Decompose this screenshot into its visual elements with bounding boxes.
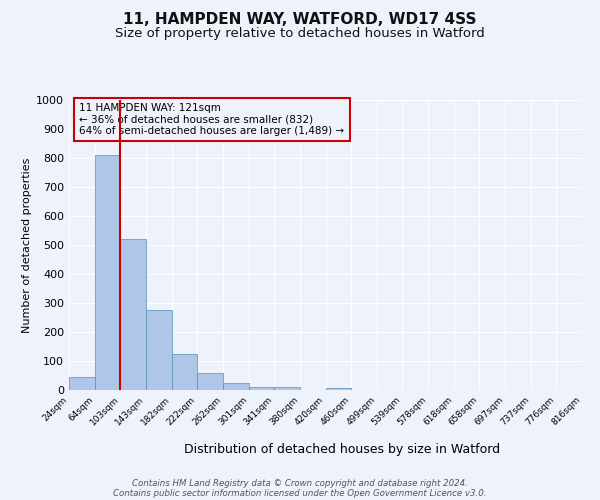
Bar [121, 239, 146, 390]
Text: Distribution of detached houses by size in Watford: Distribution of detached houses by size … [184, 442, 500, 456]
Text: 11, HAMPDEN WAY, WATFORD, WD17 4SS: 11, HAMPDEN WAY, WATFORD, WD17 4SS [123, 12, 477, 28]
Bar [95, 155, 121, 390]
Text: Size of property relative to detached houses in Watford: Size of property relative to detached ho… [115, 28, 485, 40]
Text: 11 HAMPDEN WAY: 121sqm
← 36% of detached houses are smaller (832)
64% of semi-de: 11 HAMPDEN WAY: 121sqm ← 36% of detached… [79, 103, 344, 136]
Bar [172, 354, 197, 390]
Y-axis label: Number of detached properties: Number of detached properties [22, 158, 32, 332]
Text: Contains public sector information licensed under the Open Government Licence v3: Contains public sector information licen… [113, 488, 487, 498]
Bar [248, 386, 274, 390]
Bar [146, 310, 172, 390]
Bar [69, 376, 95, 390]
Bar [274, 386, 300, 390]
Bar [325, 388, 351, 390]
Bar [223, 383, 248, 390]
Bar [197, 373, 223, 390]
Text: Contains HM Land Registry data © Crown copyright and database right 2024.: Contains HM Land Registry data © Crown c… [132, 478, 468, 488]
